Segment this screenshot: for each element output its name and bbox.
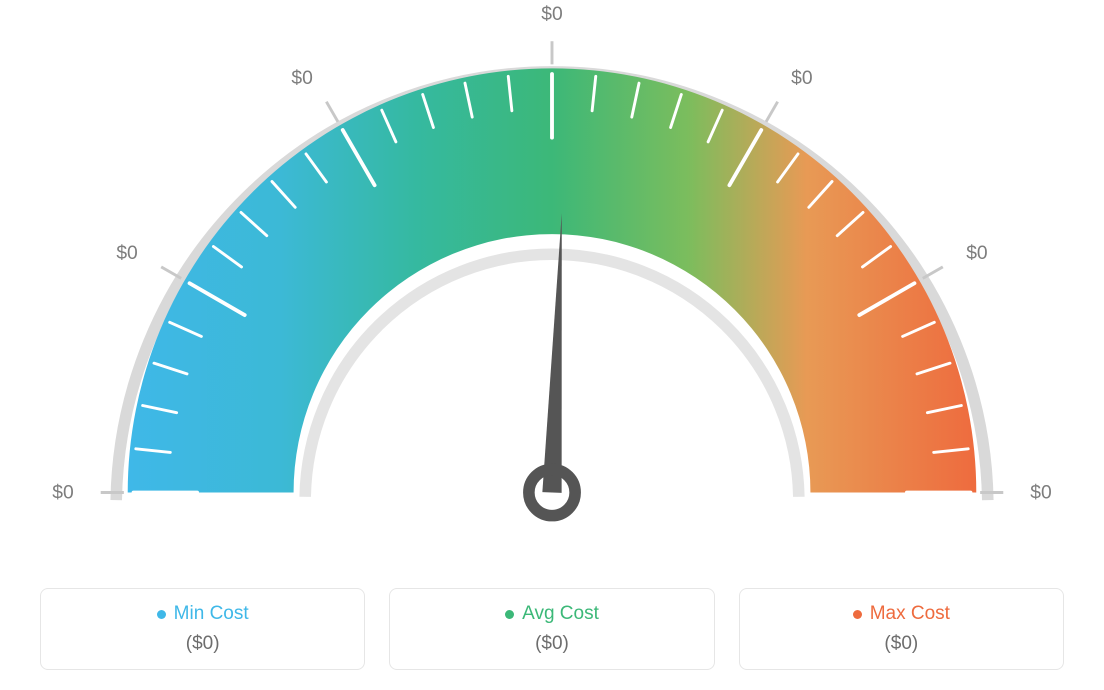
gauge-svg: $0$0$0$0$0$0$0 xyxy=(52,20,1052,560)
legend-card-min: Min Cost ($0) xyxy=(40,588,365,670)
legend-label-max: Max Cost xyxy=(870,603,950,625)
svg-text:$0: $0 xyxy=(291,68,312,89)
legend-dot-min xyxy=(157,610,166,619)
legend-dot-avg xyxy=(505,610,514,619)
legend-title-avg: Avg Cost xyxy=(505,603,599,625)
cost-gauge-chart: $0$0$0$0$0$0$0 xyxy=(52,20,1052,560)
svg-text:$0: $0 xyxy=(1030,482,1051,503)
legend-value-avg: ($0) xyxy=(402,633,701,655)
svg-text:$0: $0 xyxy=(52,482,73,503)
legend-title-min: Min Cost xyxy=(157,603,249,625)
svg-text:$0: $0 xyxy=(116,243,137,264)
legend-card-avg: Avg Cost ($0) xyxy=(389,588,714,670)
svg-text:$0: $0 xyxy=(791,68,812,89)
legend-label-avg: Avg Cost xyxy=(522,603,599,625)
legend-row: Min Cost ($0) Avg Cost ($0) Max Cost ($0… xyxy=(40,588,1064,670)
legend-card-max: Max Cost ($0) xyxy=(739,588,1064,670)
legend-value-max: ($0) xyxy=(752,633,1051,655)
legend-title-max: Max Cost xyxy=(853,603,950,625)
legend-value-min: ($0) xyxy=(53,633,352,655)
legend-dot-max xyxy=(853,610,862,619)
svg-text:$0: $0 xyxy=(541,4,562,25)
svg-text:$0: $0 xyxy=(966,243,987,264)
legend-label-min: Min Cost xyxy=(174,603,249,625)
